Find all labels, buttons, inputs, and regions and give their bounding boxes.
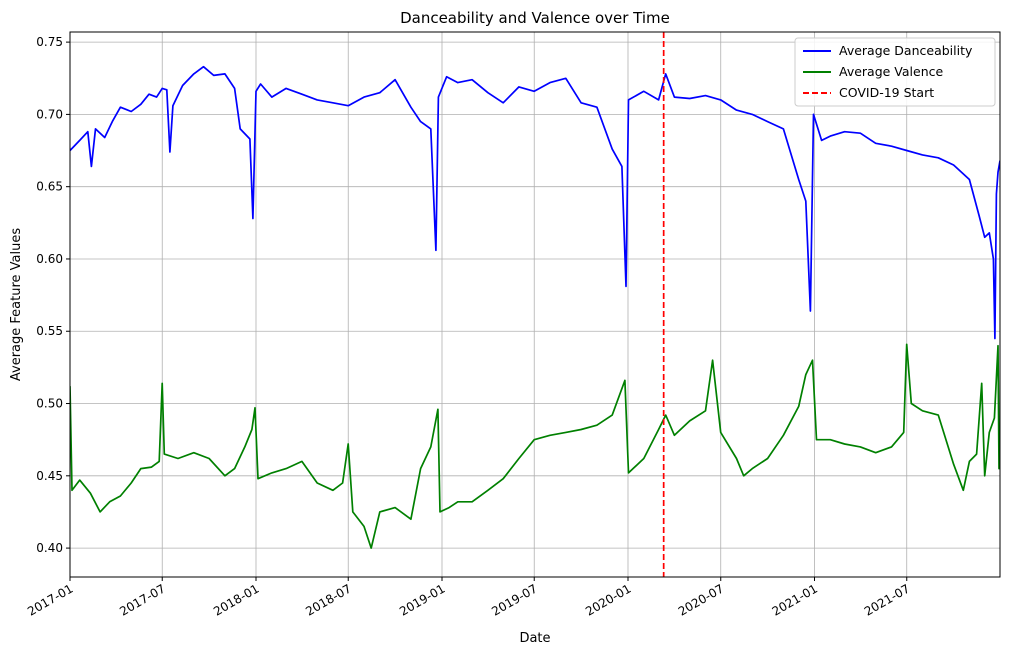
y-tick-label: 0.65 xyxy=(36,180,63,194)
x-axis-label: Date xyxy=(519,631,550,646)
legend-box xyxy=(794,37,996,107)
y-tick-label: 0.70 xyxy=(36,107,63,121)
legend-label-valence: Average Valence xyxy=(839,64,944,79)
y-axis-ticks: 0.40 0.45 0.50 0.55 0.60 0.65 0.70 0.75 xyxy=(36,35,70,555)
series-line-valence xyxy=(70,343,1000,549)
plot-area xyxy=(70,32,1000,577)
chart-title: Danceability and Valence over Time xyxy=(400,9,670,27)
y-axis-label: Average Feature Values xyxy=(9,228,24,381)
y-tick-label: 0.75 xyxy=(36,35,63,49)
y-tick-label: 0.45 xyxy=(36,469,63,483)
plot-frame xyxy=(69,31,1001,578)
y-tick-label: 0.55 xyxy=(36,324,63,338)
legend: Average Danceability Average Valence COV… xyxy=(794,37,996,107)
legend-label-covid: COVID-19 Start xyxy=(839,85,934,100)
legend-label-danceability: Average Danceability xyxy=(839,43,973,58)
series-line-danceability xyxy=(70,65,1000,340)
y-tick-label: 0.60 xyxy=(36,252,63,266)
y-tick-label: 0.40 xyxy=(36,541,63,555)
y-tick-label: 0.50 xyxy=(36,397,63,411)
